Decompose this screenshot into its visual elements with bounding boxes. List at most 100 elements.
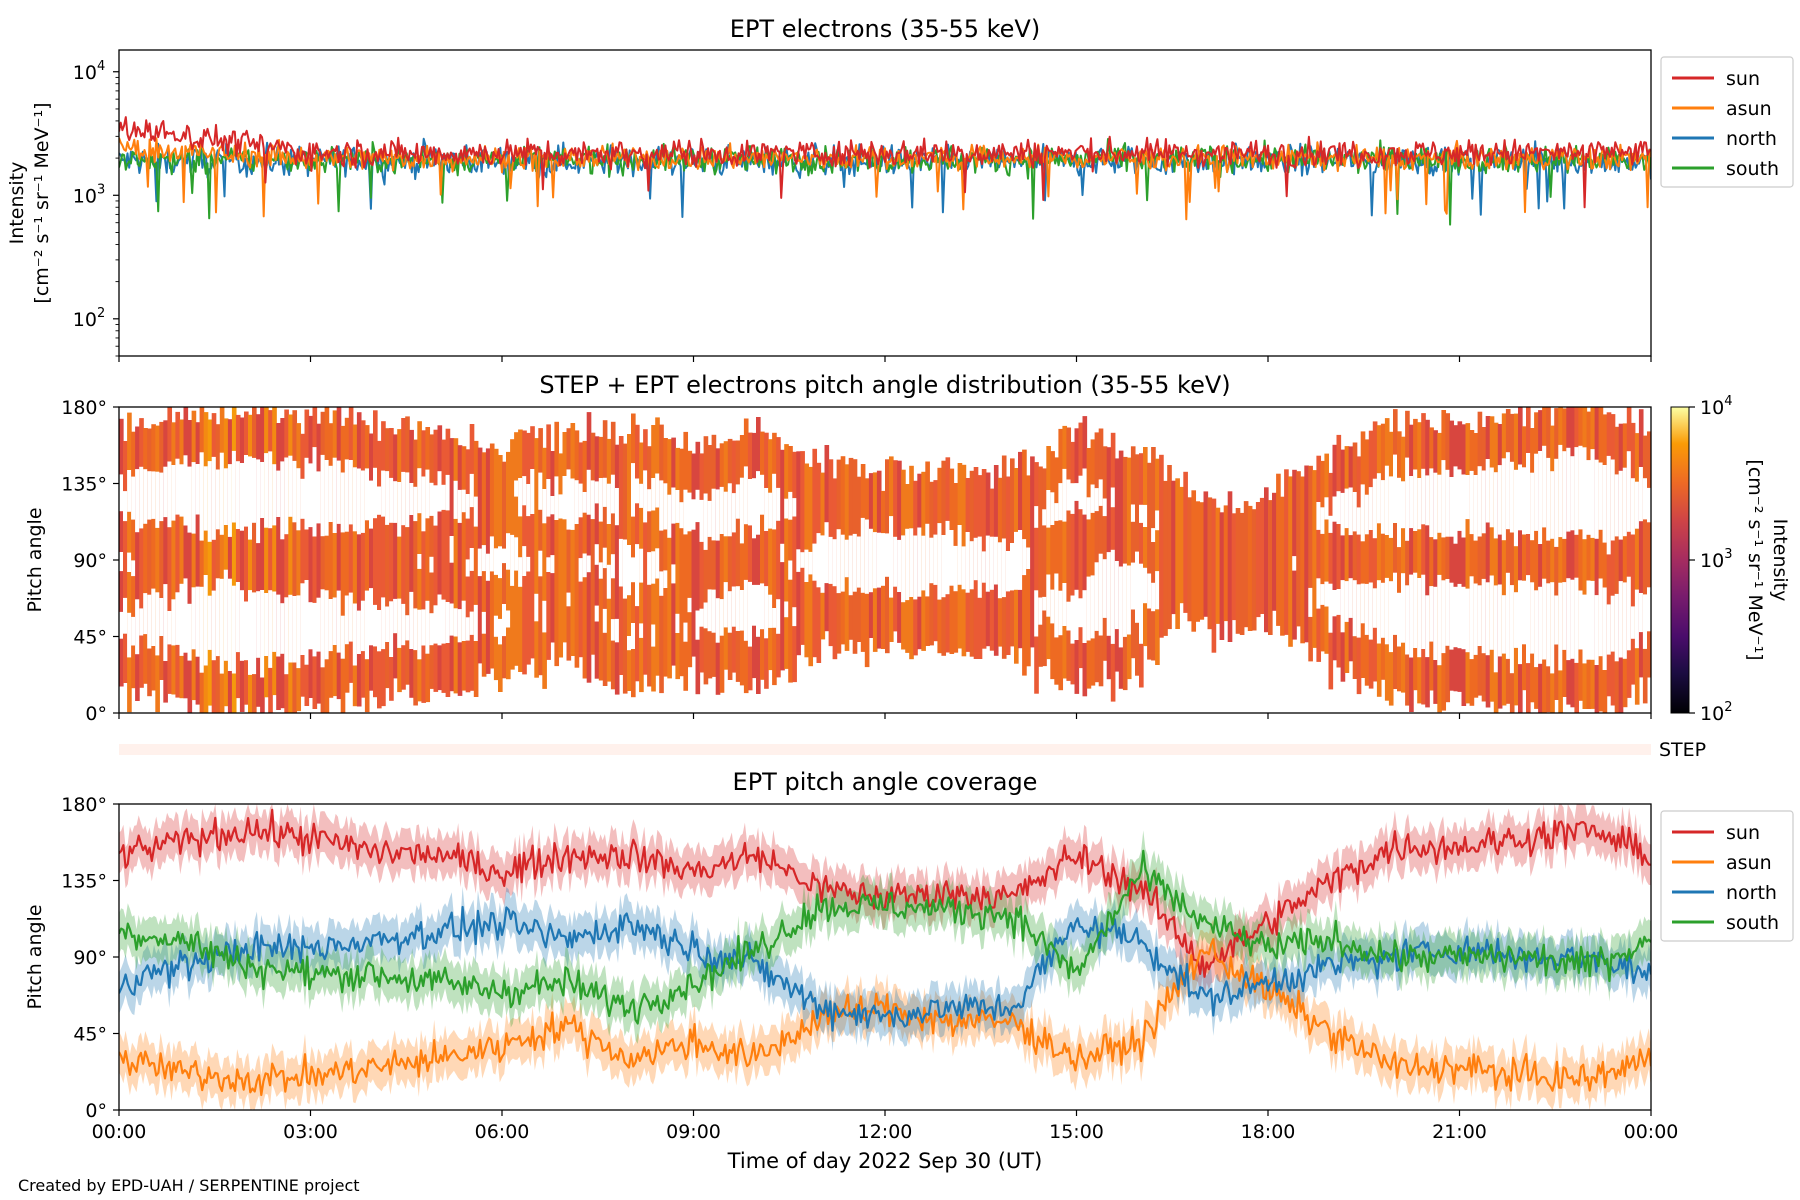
pad-gap: [1328, 583, 1334, 633]
coverage-line-south: [119, 849, 1651, 1025]
pad-gap: [655, 548, 660, 579]
pad-gap: [1598, 462, 1604, 530]
pad-column: [1348, 446, 1354, 662]
pad-column: [502, 461, 507, 679]
pad-gap: [316, 471, 322, 524]
pad-gap: [598, 478, 604, 522]
pad-gap: [679, 502, 685, 529]
pad-column: [542, 447, 547, 689]
pad-gap: [1566, 447, 1571, 532]
pad-gap: [1066, 601, 1072, 631]
pad-gap: [756, 471, 761, 535]
pad-gap: [764, 586, 769, 639]
pad-gap: [1090, 484, 1096, 513]
pad-gap: [921, 535, 926, 591]
pad-gap: [385, 471, 390, 525]
pad-gap: [1642, 594, 1648, 649]
pad-gap: [195, 464, 201, 515]
pad-gap: [457, 609, 463, 643]
y-tick-label: 90°: [73, 550, 107, 572]
pad-gap: [268, 451, 273, 529]
pad-gap: [522, 546, 527, 576]
pad-gap: [1042, 596, 1047, 611]
coverage-legend-label-sun: sun: [1726, 822, 1760, 844]
pad-gap: [610, 554, 616, 579]
pad-column: [284, 409, 289, 713]
pad-column: [752, 432, 757, 679]
pad-column: [711, 434, 717, 677]
pad-column: [352, 424, 358, 707]
pad-gap: [985, 535, 991, 592]
pad-gap: [425, 600, 431, 654]
pad-gap: [1320, 507, 1326, 534]
pad-gap: [602, 477, 608, 507]
pad-gap: [1098, 553, 1104, 636]
pad-gap: [1070, 595, 1076, 644]
pad-gap: [1618, 581, 1624, 658]
pad-gap: [183, 578, 189, 653]
intensity-plot-frame: [118, 49, 1652, 357]
pad-gap: [429, 482, 435, 516]
pad-gap: [183, 455, 189, 526]
pad-gap: [1501, 595, 1507, 654]
pad-gap: [502, 604, 507, 637]
pad-gap: [909, 528, 914, 597]
pad-column: [590, 432, 596, 655]
pad-gap: [1538, 586, 1543, 664]
pad-gap: [1526, 453, 1531, 534]
pad-gap: [377, 610, 382, 652]
pad-gap: [973, 537, 979, 581]
pad-gap: [885, 533, 890, 577]
pad-gap: [1610, 595, 1616, 652]
colorbar-label-line2: [cm⁻² s⁻¹ sr⁻¹ MeV⁻¹]: [1744, 459, 1766, 660]
pad-gap: [659, 571, 664, 596]
pad-gap: [1376, 473, 1382, 524]
coverage-band-asun: [119, 918, 1651, 1110]
pad-gap: [760, 583, 765, 630]
pad-gap: [175, 592, 181, 645]
pad-gap: [558, 494, 564, 519]
pad-gap: [1626, 451, 1632, 532]
pad-column: [1590, 407, 1596, 709]
pad-gap: [977, 536, 983, 598]
pad-column: [308, 415, 314, 698]
pad-column: [155, 425, 160, 713]
intensity-legend-box: [1660, 56, 1794, 188]
pad-column: [550, 451, 556, 643]
pad-gap: [989, 536, 995, 590]
pad-gap: [280, 461, 285, 540]
pad-gap: [550, 555, 556, 574]
pad-column: [687, 450, 693, 668]
pad-gap: [614, 488, 620, 526]
pad-gap: [635, 544, 640, 607]
pad-gap: [1413, 572, 1418, 648]
pad-gap: [707, 589, 713, 632]
pad-column: [296, 423, 302, 712]
pad-gap: [1554, 458, 1559, 547]
pad-gap: [211, 456, 217, 540]
pad-gap: [203, 575, 209, 666]
pad-gap: [300, 583, 306, 655]
pad-gap: [695, 489, 701, 523]
pad-gap: [1360, 484, 1366, 542]
pad-column: [364, 425, 370, 713]
pad-column: [1469, 430, 1475, 706]
pad-gap: [409, 483, 414, 515]
pad-gap: [747, 479, 753, 526]
pad-column: [1336, 434, 1342, 668]
pad-gap: [1465, 588, 1471, 653]
pad-gap: [651, 624, 656, 647]
pad-gap: [227, 578, 233, 671]
pad-column: [457, 445, 463, 696]
pad-gap: [743, 579, 749, 641]
pad-column: [1340, 449, 1346, 682]
pad-gap: [369, 480, 374, 529]
pad-gap: [747, 581, 753, 647]
pad-column: [1227, 491, 1233, 642]
pad-column: [135, 426, 140, 701]
pad-gap: [610, 474, 616, 514]
pad-gap: [1155, 571, 1160, 610]
pad-gap: [1130, 562, 1136, 610]
pad-gap: [1384, 577, 1390, 645]
pad-gap: [139, 466, 144, 529]
